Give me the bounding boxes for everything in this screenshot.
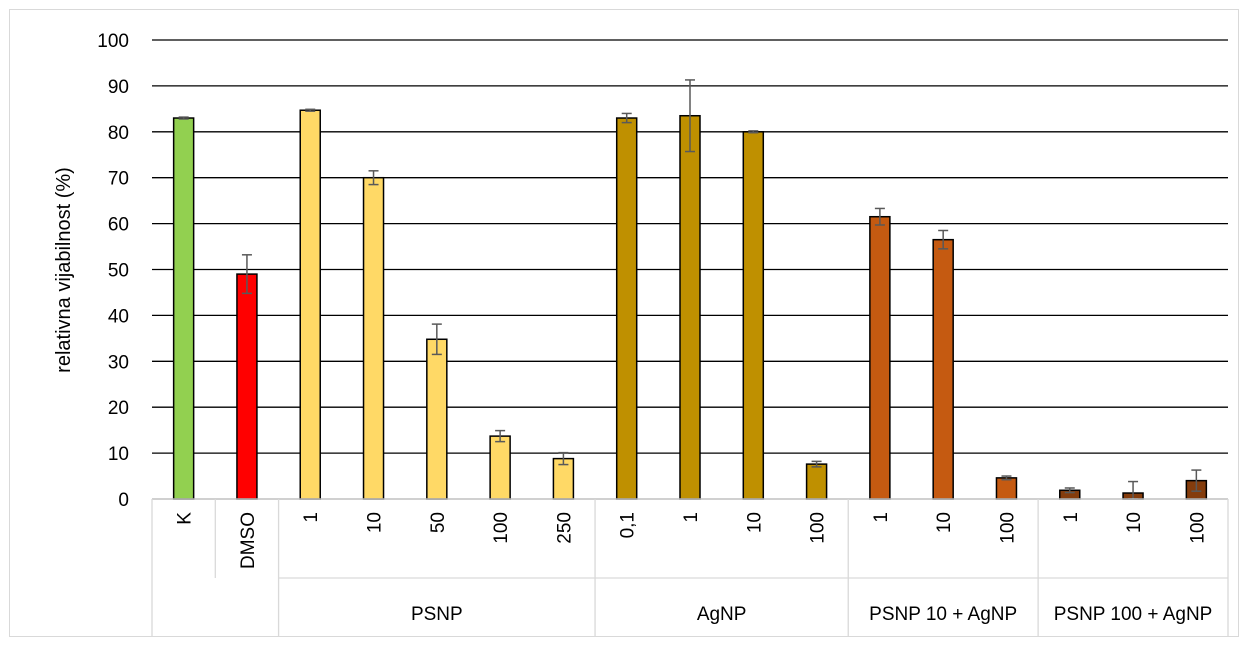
y-tick-label: 100 — [97, 31, 129, 52]
x-tick-label: 100 — [491, 512, 512, 544]
y-tick-label: 80 — [108, 123, 129, 144]
x-tick-label: 250 — [554, 512, 575, 544]
y-tick-label: 90 — [108, 77, 129, 98]
y-tick-label: 10 — [108, 444, 129, 465]
x-tick-label: 100 — [997, 512, 1018, 544]
x-tick-label: 50 — [428, 512, 449, 533]
x-tick-label: 0,1 — [618, 512, 639, 538]
x-tick-label: K — [175, 512, 196, 525]
y-tick-label: 70 — [108, 169, 129, 190]
bar — [426, 338, 448, 500]
y-axis-ticks: 0 10 20 30 40 50 60 70 80 90 100 — [97, 31, 129, 511]
bar — [236, 273, 258, 500]
x-tick-label: 10 — [1124, 512, 1145, 533]
bar — [299, 109, 321, 500]
bar — [362, 176, 385, 500]
y-tick-label: 20 — [108, 398, 129, 419]
y-tick-label: 0 — [118, 490, 129, 511]
error-bars — [178, 79, 1202, 500]
x-tick-label: 100 — [1187, 512, 1208, 544]
y-axis-label: relativna vijabilnost (%) — [53, 167, 75, 373]
bar — [489, 435, 511, 500]
x-tick-label: 1 — [301, 512, 322, 523]
x-group-label: PSNP 100 + AgNP — [1054, 604, 1213, 625]
bar — [995, 477, 1018, 500]
bar — [742, 131, 765, 500]
bar — [869, 215, 891, 500]
x-tick-label: 10 — [744, 512, 765, 533]
y-tick-label: 60 — [108, 215, 129, 236]
x-axis-table: K DMSO 1 10 50 100 250 0,1 1 10 100 1 10 100 1 10 100 PSN… — [151, 498, 1229, 637]
x-group-label: AgNP — [697, 604, 747, 625]
x-tick-label: 1 — [681, 512, 702, 523]
x-group-label: PSNP — [411, 604, 463, 625]
y-tick-label: 30 — [108, 352, 129, 373]
x-tick-label: DMSO — [238, 512, 259, 569]
x-tick-label: 10 — [365, 512, 386, 533]
x-tick-label: 10 — [934, 512, 955, 533]
y-tick-label: 50 — [108, 261, 129, 282]
bar — [679, 114, 701, 500]
bar — [805, 463, 828, 500]
x-tick-label: 1 — [1061, 512, 1082, 523]
x-tick-label: 100 — [808, 512, 829, 544]
y-tick-label: 40 — [108, 306, 129, 327]
x-group-label: PSNP 10 + AgNP — [869, 604, 1017, 625]
x-tick-label: 1 — [871, 512, 892, 523]
bar — [615, 117, 638, 500]
bar — [932, 238, 954, 500]
bar — [172, 117, 195, 500]
bars — [172, 109, 1208, 500]
